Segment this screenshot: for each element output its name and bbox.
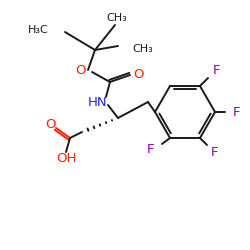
Text: O: O <box>133 68 143 80</box>
Text: HN: HN <box>88 96 108 108</box>
Text: O: O <box>76 64 86 76</box>
Text: F: F <box>211 146 219 160</box>
Text: F: F <box>147 144 155 156</box>
Text: H₃C: H₃C <box>28 25 49 35</box>
Text: CH₃: CH₃ <box>132 44 153 54</box>
Text: F: F <box>232 106 240 118</box>
Text: CH₃: CH₃ <box>106 13 128 23</box>
Text: OH: OH <box>56 152 76 166</box>
Text: O: O <box>46 118 56 130</box>
Text: F: F <box>213 64 221 76</box>
